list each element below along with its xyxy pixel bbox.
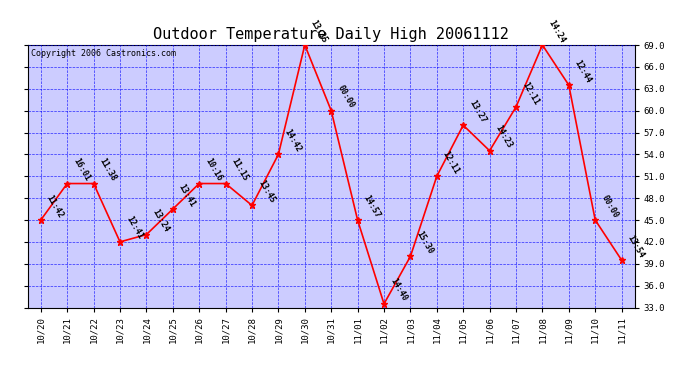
Text: 12:41: 12:41 <box>124 215 144 241</box>
Text: 13:41: 13:41 <box>177 182 197 208</box>
Text: 12:44: 12:44 <box>573 58 593 84</box>
Text: 16:01: 16:01 <box>71 157 92 183</box>
Text: 00:00: 00:00 <box>335 84 355 110</box>
Text: 14:23: 14:23 <box>494 124 514 150</box>
Text: 14:57: 14:57 <box>362 193 382 219</box>
Title: Outdoor Temperature Daily High 20061112: Outdoor Temperature Daily High 20061112 <box>153 27 509 42</box>
Text: 11:42: 11:42 <box>45 193 66 219</box>
Text: 12:11: 12:11 <box>520 80 540 106</box>
Text: Copyright 2006 Castronics.com: Copyright 2006 Castronics.com <box>30 49 176 58</box>
Text: 12:11: 12:11 <box>441 149 461 176</box>
Text: 15:30: 15:30 <box>415 230 435 256</box>
Text: 13:27: 13:27 <box>467 98 488 124</box>
Text: 14:42: 14:42 <box>283 128 303 154</box>
Text: 14:24: 14:24 <box>546 18 567 44</box>
Text: 13:35: 13:35 <box>309 18 329 44</box>
Text: 10:16: 10:16 <box>204 157 224 183</box>
Text: 11:38: 11:38 <box>98 157 118 183</box>
Text: 00:00: 00:00 <box>600 193 620 219</box>
Text: 14:40: 14:40 <box>388 277 408 303</box>
Text: 13:54: 13:54 <box>626 233 646 260</box>
Text: 13:24: 13:24 <box>150 208 171 234</box>
Text: 13:45: 13:45 <box>256 178 277 205</box>
Text: 11:15: 11:15 <box>230 157 250 183</box>
